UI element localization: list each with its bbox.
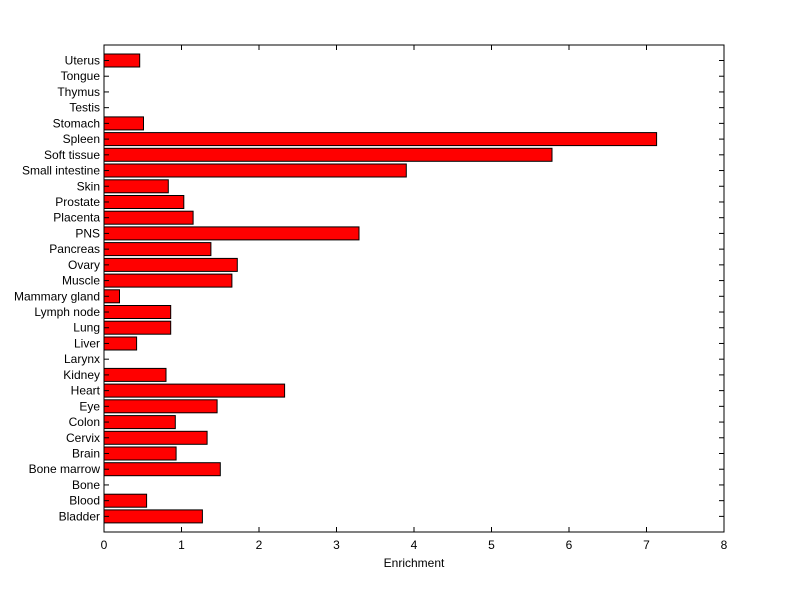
- y-tick-label-heart: Heart: [71, 384, 101, 398]
- y-tick-label-uterus: Uterus: [65, 54, 100, 68]
- y-tick-label-bone-marrow: Bone marrow: [29, 462, 101, 476]
- plot-frame: [103, 44, 725, 533]
- y-tick-label-lymph-node: Lymph node: [34, 305, 100, 319]
- y-tick-label-thymus: Thymus: [57, 85, 100, 99]
- x-tick-label-1: 1: [178, 538, 185, 552]
- x-tick-label-6: 6: [566, 538, 573, 552]
- y-tick-label-larynx: Larynx: [64, 352, 100, 366]
- plot-area: [104, 45, 724, 532]
- y-tick-label-tongue: Tongue: [61, 69, 101, 83]
- bar-ovary: [103, 257, 238, 272]
- bar-lymph-node: [103, 305, 172, 319]
- bar-kidney: [103, 367, 167, 382]
- y-tick-label-mammary-gland: Mammary gland: [14, 289, 100, 303]
- x-tick-label-8: 8: [721, 538, 728, 552]
- bar-uterus: [103, 53, 141, 68]
- bar-heart: [103, 383, 286, 398]
- bar-lung: [103, 320, 172, 335]
- bar-skin: [103, 179, 169, 194]
- bar-soft-tissue: [103, 147, 553, 162]
- bar-prostate: [103, 195, 185, 209]
- x-tick-label-4: 4: [411, 538, 418, 552]
- y-tick-label-stomach: Stomach: [53, 116, 100, 130]
- y-tick-label-skin: Skin: [77, 179, 100, 193]
- y-tick-label-pancreas: Pancreas: [49, 242, 100, 256]
- bar-pns: [103, 226, 360, 241]
- bar-placenta: [103, 210, 194, 225]
- y-tick-label-bladder: Bladder: [59, 509, 100, 523]
- bar-spleen: [103, 132, 658, 147]
- y-tick-label-prostate: Prostate: [55, 195, 100, 209]
- x-tick-label-7: 7: [643, 538, 650, 552]
- y-tick-label-spleen: Spleen: [63, 132, 100, 146]
- y-tick-label-soft-tissue: Soft tissue: [44, 148, 100, 162]
- bar-bladder: [103, 509, 203, 524]
- bar-pancreas: [103, 242, 212, 257]
- y-tick-label-liver: Liver: [74, 336, 100, 350]
- y-tick-label-placenta: Placenta: [53, 211, 100, 225]
- bar-stomach: [103, 116, 144, 131]
- x-axis-title: Enrichment: [384, 556, 445, 570]
- y-tick-label-testis: Testis: [69, 101, 100, 115]
- x-tick-label-3: 3: [333, 538, 340, 552]
- bar-blood: [103, 493, 148, 508]
- bar-small-intestine: [103, 163, 407, 178]
- y-tick-label-colon: Colon: [69, 415, 100, 429]
- y-tick-label-blood: Blood: [69, 494, 100, 508]
- y-tick-label-cervix: Cervix: [66, 431, 100, 445]
- x-tick-label-0: 0: [101, 538, 108, 552]
- y-tick-label-ovary: Ovary: [68, 258, 100, 272]
- x-tick-label-5: 5: [488, 538, 495, 552]
- bar-bone-marrow: [103, 462, 221, 477]
- x-tick-label-2: 2: [256, 538, 263, 552]
- bar-cervix: [103, 430, 208, 445]
- bar-colon: [103, 415, 176, 430]
- y-tick-label-muscle: Muscle: [62, 274, 100, 288]
- y-tick-label-kidney: Kidney: [63, 368, 100, 382]
- y-tick-label-pns: PNS: [75, 226, 100, 240]
- bar-eye: [103, 399, 218, 414]
- y-tick-label-lung: Lung: [73, 321, 100, 335]
- y-tick-label-small-intestine: Small intestine: [22, 164, 100, 178]
- y-tick-label-bone: Bone: [72, 478, 100, 492]
- bar-muscle: [103, 273, 233, 288]
- y-tick-label-brain: Brain: [72, 447, 100, 461]
- y-tick-label-eye: Eye: [79, 399, 100, 413]
- bar-brain: [103, 446, 177, 461]
